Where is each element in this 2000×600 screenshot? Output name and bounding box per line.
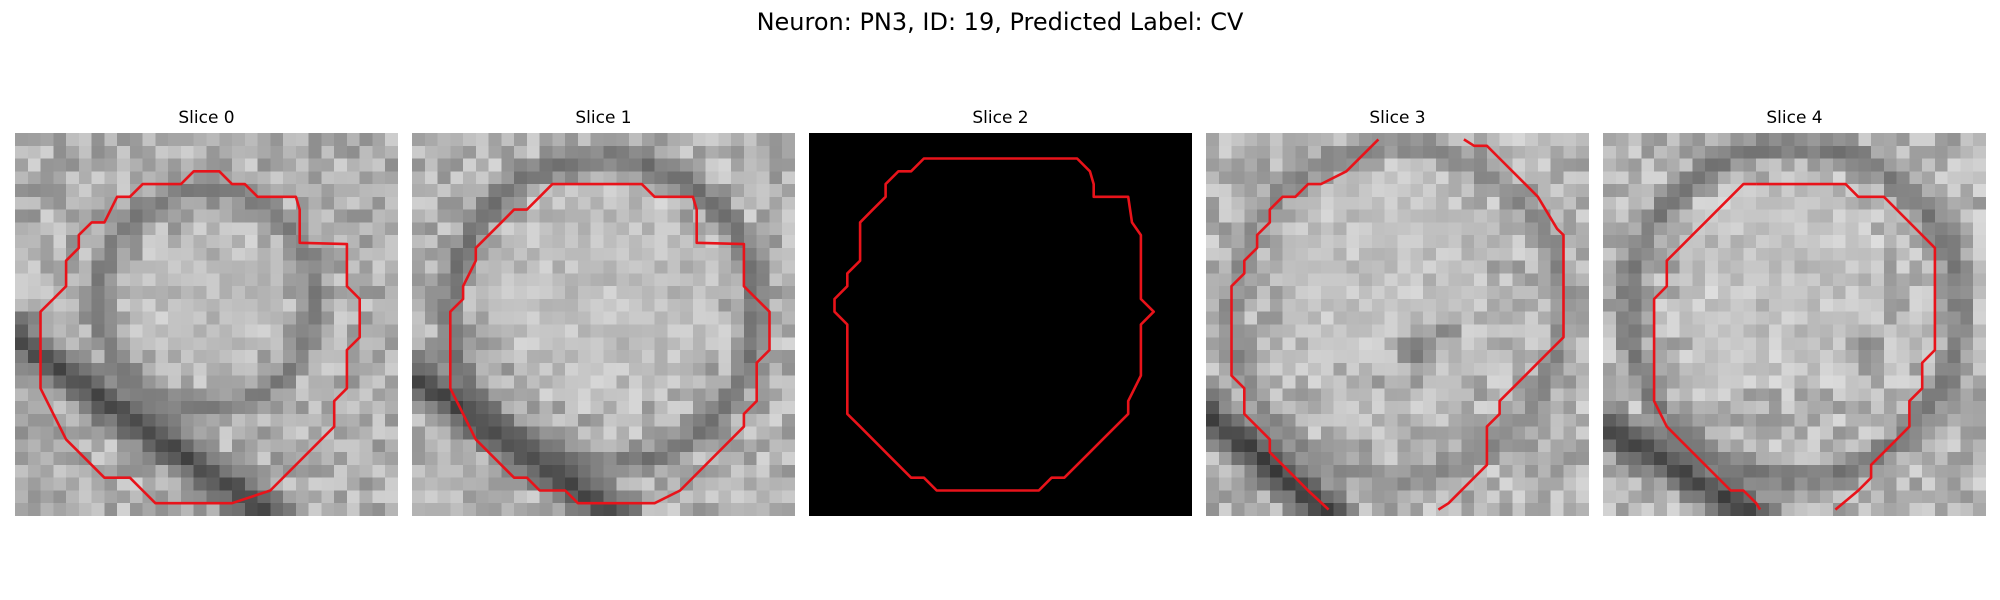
slice-image xyxy=(1603,133,1986,516)
slice-panel-title: Slice 2 xyxy=(972,108,1029,128)
slice-panel-title: Slice 1 xyxy=(575,108,632,128)
slice-image xyxy=(15,133,398,516)
slice-panel: Slice 1 xyxy=(412,108,795,516)
segmentation-contour xyxy=(1437,138,1565,511)
slice-pixel-grid xyxy=(15,133,398,516)
slice-panel-title: Slice 0 xyxy=(178,108,235,128)
segmentation-contour xyxy=(449,182,771,505)
slice-pixel-grid xyxy=(1206,133,1589,516)
slice-image-svg xyxy=(809,133,1192,516)
slice-image-svg xyxy=(1603,133,1986,516)
slice-image xyxy=(412,133,795,516)
slice-panel: Slice 0 xyxy=(15,108,398,516)
segmentation-contour xyxy=(1756,182,1937,511)
slice-panel: Slice 3 xyxy=(1206,108,1589,516)
slice-background xyxy=(809,133,1192,516)
slice-panel-title: Slice 3 xyxy=(1369,108,1426,128)
slice-pixel-grid xyxy=(412,133,795,516)
slice-pixel-grid xyxy=(1603,133,1986,516)
segmentation-contour xyxy=(1652,182,1762,511)
slice-panel: Slice 4 xyxy=(1603,108,1986,516)
slice-panel: Slice 2 xyxy=(809,108,1192,516)
slice-panel-title: Slice 4 xyxy=(1766,108,1823,128)
figure-title: Neuron: PN3, ID: 19, Predicted Label: CV xyxy=(756,8,1244,36)
slice-image xyxy=(809,133,1192,516)
segmentation-contour xyxy=(1230,138,1380,511)
slice-image-svg xyxy=(15,133,398,516)
slice-image-svg xyxy=(412,133,795,516)
slice-image-svg xyxy=(1206,133,1589,516)
segmentation-contour xyxy=(833,157,1155,492)
slice-image xyxy=(1206,133,1589,516)
segmentation-contour xyxy=(39,170,361,505)
